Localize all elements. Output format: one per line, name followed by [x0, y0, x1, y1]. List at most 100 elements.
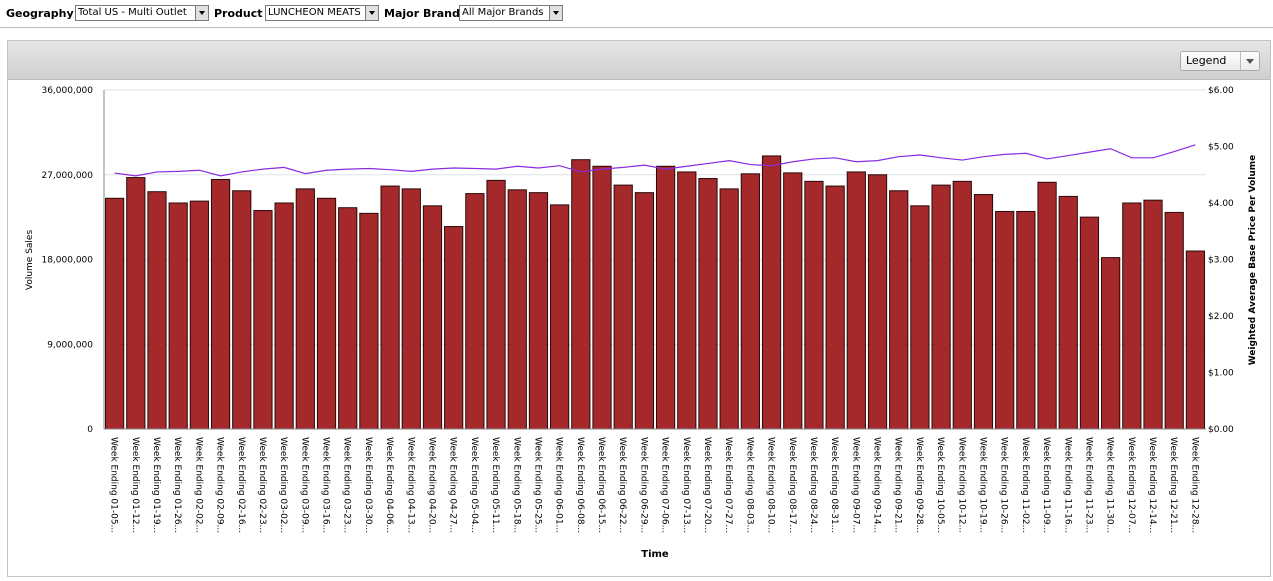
- bar: [401, 188, 421, 430]
- bar: [613, 184, 633, 430]
- bar: [338, 207, 358, 430]
- bar: [126, 177, 146, 430]
- brand-select[interactable]: All Major Brands: [459, 5, 563, 21]
- brand-label: Major Brand: [384, 7, 460, 20]
- x-tick-label: Week Ending 09-07...: [850, 437, 860, 533]
- bar: [486, 179, 506, 430]
- bar: [783, 172, 803, 430]
- bar: [804, 180, 824, 430]
- x-tick-label: Week Ending 01-19...: [151, 437, 161, 533]
- bar: [422, 205, 443, 430]
- x-tick-label: Week Ending 06-22...: [617, 437, 627, 533]
- x-tick-label: Week Ending 05-25...: [532, 437, 542, 533]
- x-tick-label: Week Ending 03-16...: [321, 437, 331, 533]
- bar: [740, 173, 760, 430]
- y-tick-label: 9,000,000: [47, 340, 93, 350]
- x-tick-label: Week Ending 04-06...: [384, 437, 394, 533]
- bar: [1143, 199, 1163, 430]
- x-tick-label: Week Ending 06-29...: [638, 437, 648, 533]
- geography-select[interactable]: Total US - Multi Outlet: [75, 5, 209, 21]
- bar: [719, 188, 739, 430]
- x-tick-label: Week Ending 11-23...: [1083, 437, 1093, 533]
- x-tick-label: Week Ending 09-21...: [893, 437, 903, 533]
- bar: [655, 165, 676, 430]
- bar: [465, 193, 485, 430]
- bar: [634, 192, 655, 430]
- bar: [1101, 257, 1121, 430]
- y-tick-label: 0: [87, 425, 93, 435]
- product-label: Product: [214, 7, 263, 20]
- x-tick-label: Week Ending 11-16...: [1062, 437, 1072, 533]
- product-select[interactable]: LUNCHEON MEATS: [265, 5, 379, 21]
- legend-dropdown[interactable]: Legend: [1180, 51, 1260, 71]
- x-tick-label: Week Ending 09-14...: [872, 437, 882, 533]
- chevron-down-icon: [549, 6, 562, 20]
- bar: [571, 159, 591, 430]
- chevron-down-icon: [365, 6, 378, 20]
- x-tick-label: Week Ending 12-07...: [1126, 437, 1136, 533]
- bar: [995, 210, 1015, 430]
- x-axis-ticks: Week Ending 01-05... Week Ending 01-12...…: [109, 437, 1200, 533]
- bar: [1164, 211, 1184, 430]
- y2-tick-label: $5.00: [1208, 143, 1234, 153]
- y-tick-label: 18,000,000: [41, 256, 93, 266]
- bar: [147, 191, 167, 430]
- x-tick-label: Week Ending 11-09...: [1041, 437, 1051, 533]
- x-tick-label: Week Ending 11-30...: [1105, 437, 1115, 533]
- x-tick-label: Week Ending 07-06...: [660, 437, 670, 533]
- axes: [103, 90, 1206, 430]
- bar: [1185, 250, 1206, 430]
- x-tick-label: Week Ending 01-12...: [130, 437, 140, 533]
- bar: [550, 204, 570, 430]
- x-tick-label: Week Ending 02-02...: [193, 437, 203, 533]
- brand-value: All Major Brands: [462, 7, 544, 18]
- bar: [592, 165, 612, 430]
- x-tick-label: Week Ending 03-09...: [299, 437, 309, 533]
- x-tick-label: Week Ending 11-02...: [1020, 437, 1030, 533]
- bar: [189, 200, 209, 430]
- bar: [295, 188, 315, 430]
- geography-value: Total US - Multi Outlet: [78, 7, 187, 18]
- panel-header: Legend: [8, 41, 1270, 80]
- x-tick-label: Week Ending 05-18...: [511, 437, 521, 533]
- bar: [1079, 216, 1100, 430]
- bar: [274, 202, 294, 430]
- filter-bar: Geography Total US - Multi Outlet Produc…: [0, 0, 1273, 28]
- chevron-down-icon: [195, 6, 208, 20]
- bar: [698, 178, 718, 430]
- x-tick-label: Week Ending 04-13...: [405, 437, 415, 533]
- y2-tick-label: $2.00: [1208, 312, 1234, 322]
- x-tick-label: Week Ending 10-19...: [977, 437, 987, 533]
- x-tick-label: Week Ending 04-20...: [426, 437, 436, 533]
- bar: [359, 212, 379, 430]
- bar: [1037, 181, 1057, 430]
- bar: [889, 190, 909, 430]
- y2-tick-label: $0.00: [1208, 425, 1234, 435]
- geography-label: Geography: [6, 7, 74, 20]
- x-axis-title: Time: [641, 549, 669, 560]
- bar: [973, 194, 994, 430]
- legend-label: Legend: [1186, 54, 1227, 67]
- x-tick-label: Week Ending 01-05...: [109, 437, 119, 533]
- bar: [316, 197, 337, 430]
- x-tick-label: Week Ending 07-27...: [723, 437, 733, 533]
- x-tick-label: Week Ending 06-08...: [575, 437, 585, 533]
- x-tick-label: Week Ending 05-11...: [490, 437, 500, 533]
- y2-tick-label: $1.00: [1208, 369, 1234, 379]
- x-tick-label: Week Ending 12-21...: [1168, 437, 1178, 533]
- x-tick-label: Week Ending 07-13...: [681, 437, 691, 533]
- product-value: LUNCHEON MEATS: [268, 7, 361, 18]
- x-tick-label: Week Ending 02-16...: [236, 437, 246, 533]
- x-tick-label: Week Ending 12-28...: [1189, 437, 1199, 533]
- x-tick-label: Week Ending 10-05...: [935, 437, 945, 533]
- bar: [1058, 195, 1078, 430]
- bar: [761, 155, 782, 430]
- y2-tick-label: $4.00: [1208, 199, 1234, 209]
- y2-axis-ticks: $0.00 $1.00 $2.00 $3.00 $4.00 $5.00 $6.00: [1208, 86, 1234, 435]
- x-tick-label: Week Ending 08-31...: [829, 437, 839, 533]
- bar: [931, 184, 951, 430]
- x-tick-label: Week Ending 08-10...: [766, 437, 776, 533]
- x-tick-label: Week Ending 01-26...: [172, 437, 182, 533]
- x-tick-label: Week Ending 12-14...: [1147, 437, 1157, 533]
